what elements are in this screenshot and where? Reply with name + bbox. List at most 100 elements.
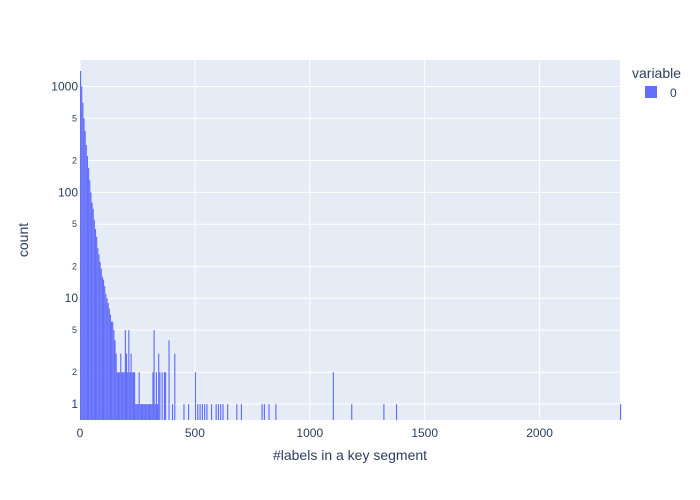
bar[interactable]: [215, 404, 217, 420]
bar[interactable]: [97, 247, 99, 420]
bar[interactable]: [275, 404, 277, 420]
bar[interactable]: [146, 404, 148, 420]
bar[interactable]: [154, 404, 156, 420]
bar[interactable]: [174, 353, 176, 420]
bar[interactable]: [86, 156, 89, 420]
bar[interactable]: [93, 219, 95, 420]
bar[interactable]: [125, 353, 128, 420]
bar[interactable]: [99, 261, 101, 420]
bar[interactable]: [150, 404, 152, 420]
bar[interactable]: [145, 404, 147, 420]
bar[interactable]: [148, 404, 151, 420]
bar[interactable]: [153, 330, 155, 420]
bar[interactable]: [92, 208, 94, 420]
bar[interactable]: [142, 404, 144, 420]
bar[interactable]: [119, 372, 121, 420]
bar[interactable]: [109, 314, 112, 420]
bar[interactable]: [105, 293, 107, 420]
bar[interactable]: [112, 321, 114, 420]
bar[interactable]: [383, 404, 385, 420]
bar[interactable]: [84, 130, 86, 420]
bar[interactable]: [220, 404, 222, 420]
bar[interactable]: [137, 404, 139, 420]
bar[interactable]: [144, 404, 146, 420]
bar[interactable]: [161, 372, 163, 420]
bar[interactable]: [129, 372, 131, 420]
legend-swatch[interactable]: [645, 86, 657, 98]
bar[interactable]: [199, 404, 201, 420]
bar[interactable]: [98, 254, 100, 420]
bar[interactable]: [122, 372, 124, 420]
bar[interactable]: [395, 404, 398, 420]
bar[interactable]: [236, 404, 238, 420]
bar[interactable]: [81, 86, 83, 421]
bar[interactable]: [107, 303, 109, 420]
bar[interactable]: [96, 236, 98, 420]
bar[interactable]: [227, 404, 229, 420]
bar[interactable]: [82, 102, 84, 420]
bar[interactable]: [120, 353, 122, 420]
bar[interactable]: [121, 372, 123, 420]
bar[interactable]: [171, 404, 174, 420]
bar[interactable]: [201, 404, 203, 420]
bar[interactable]: [194, 372, 197, 420]
bar[interactable]: [132, 372, 134, 420]
bar[interactable]: [91, 202, 93, 420]
bar[interactable]: [104, 286, 106, 420]
bar[interactable]: [102, 279, 105, 420]
bar[interactable]: [117, 372, 120, 420]
bar[interactable]: [101, 276, 103, 420]
bar[interactable]: [163, 372, 166, 420]
bar[interactable]: [156, 404, 159, 420]
bar[interactable]: [152, 372, 154, 420]
bar[interactable]: [116, 372, 118, 420]
bar[interactable]: [128, 330, 130, 420]
bar[interactable]: [263, 404, 265, 420]
bar[interactable]: [206, 404, 208, 420]
bar[interactable]: [113, 330, 115, 420]
bar[interactable]: [108, 308, 110, 420]
bar[interactable]: [620, 404, 622, 420]
bar[interactable]: [106, 298, 108, 420]
bar[interactable]: [188, 404, 190, 420]
bar[interactable]: [123, 372, 125, 420]
bar[interactable]: [140, 404, 143, 420]
bar[interactable]: [134, 372, 136, 420]
bar[interactable]: [147, 404, 149, 420]
bar[interactable]: [135, 404, 137, 420]
bar[interactable]: [217, 404, 220, 420]
bar[interactable]: [168, 340, 170, 420]
bar[interactable]: [261, 404, 263, 420]
bar[interactable]: [143, 404, 145, 420]
bar[interactable]: [210, 404, 213, 420]
bar[interactable]: [268, 404, 270, 420]
bar[interactable]: [158, 353, 160, 420]
bar[interactable]: [131, 372, 133, 420]
bar[interactable]: [85, 145, 87, 421]
bar[interactable]: [80, 70, 82, 421]
bar[interactable]: [159, 372, 161, 420]
bar[interactable]: [115, 353, 117, 420]
bar[interactable]: [111, 321, 113, 420]
bar[interactable]: [204, 404, 206, 420]
bar[interactable]: [88, 167, 90, 420]
bar[interactable]: [89, 180, 91, 420]
bar[interactable]: [90, 192, 92, 420]
bar[interactable]: [124, 330, 126, 420]
bar[interactable]: [155, 372, 157, 420]
bar[interactable]: [332, 372, 334, 420]
bar[interactable]: [183, 404, 185, 420]
bar[interactable]: [136, 404, 138, 420]
bar[interactable]: [240, 404, 242, 420]
bar[interactable]: [165, 372, 167, 420]
bar[interactable]: [130, 353, 132, 420]
bar[interactable]: [351, 404, 353, 420]
bar[interactable]: [197, 404, 199, 420]
bar[interactable]: [94, 229, 97, 420]
bar[interactable]: [127, 372, 129, 420]
bar[interactable]: [100, 268, 102, 420]
bar[interactable]: [222, 404, 224, 420]
legend-entry-label[interactable]: 0: [670, 86, 677, 100]
bar[interactable]: [151, 404, 153, 420]
bar[interactable]: [139, 404, 141, 420]
